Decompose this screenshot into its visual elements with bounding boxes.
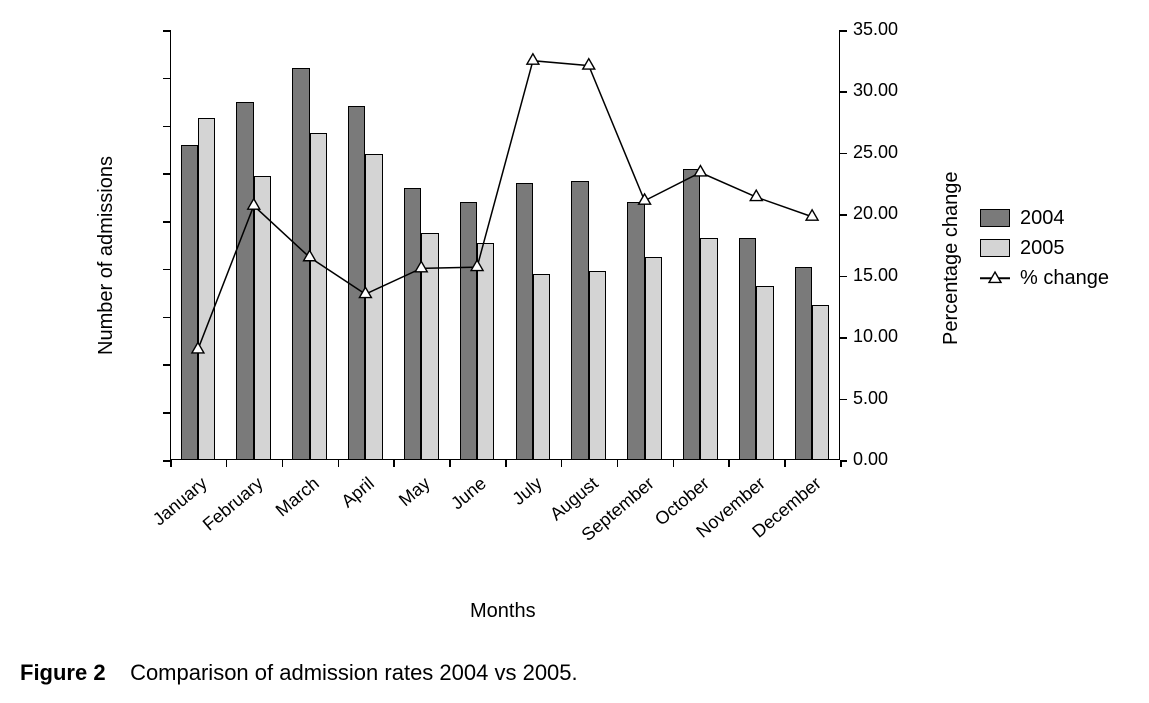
legend: 2004 2005 % change	[980, 205, 1109, 295]
pct-change-marker	[304, 250, 316, 260]
y-right-axis-title: Percentage change	[940, 172, 963, 345]
figure-caption-prefix: Figure 2	[20, 660, 106, 685]
legend-line-marker	[980, 269, 1010, 287]
legend-item: 2004	[980, 205, 1109, 231]
legend-swatch	[980, 239, 1010, 257]
pct-change-marker	[192, 343, 204, 353]
legend-item: 2005	[980, 235, 1109, 261]
pct-change-line	[198, 61, 812, 350]
pct-change-marker	[583, 59, 595, 69]
figure-caption: Figure 2 Comparison of admission rates 2…	[20, 660, 578, 686]
legend-label: 2004	[1020, 207, 1065, 230]
pct-change-marker	[694, 166, 706, 176]
x-axis-title: Months	[470, 600, 536, 623]
pct-change-marker	[471, 260, 483, 270]
y-left-axis-title: Number of admissions	[95, 156, 118, 355]
pct-change-marker	[248, 199, 260, 209]
legend-item: % change	[980, 265, 1109, 291]
pct-change-marker	[415, 261, 427, 271]
figure-wrap: 0204060801001201401601800.005.0010.0015.…	[0, 0, 1149, 703]
pct-change-marker	[527, 54, 539, 64]
legend-swatch	[980, 209, 1010, 227]
line-series-layer	[0, 0, 1149, 703]
legend-label: 2005	[1020, 237, 1065, 260]
figure-caption-text: Comparison of admission rates 2004 vs 20…	[130, 660, 578, 685]
legend-label: % change	[1020, 267, 1109, 290]
